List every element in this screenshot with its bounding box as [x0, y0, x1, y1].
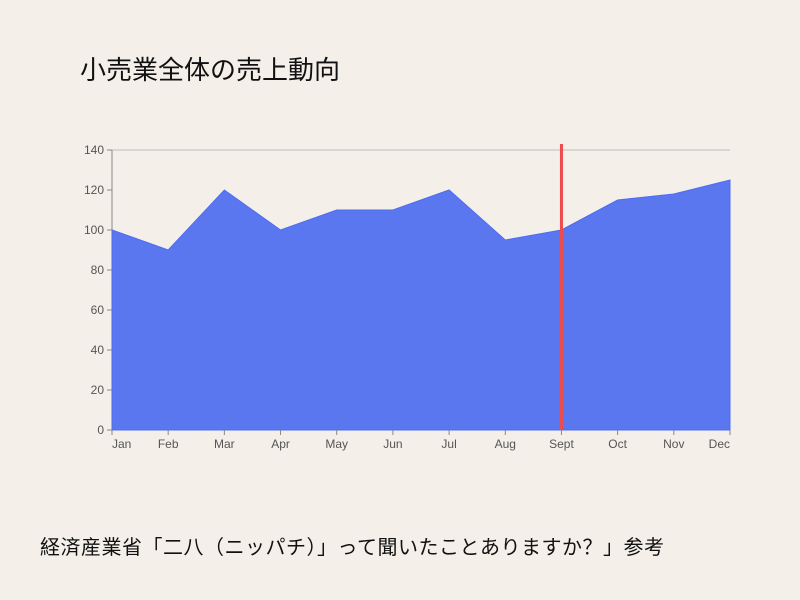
- sales-area-chart: 0 20 40 60 80 100 120 140 Jan Feb Mar Apr May Jun Jul A…: [70, 140, 740, 460]
- y-tick-label: 120: [84, 183, 104, 197]
- y-tick-label: 80: [91, 263, 105, 277]
- x-tick-label: Jul: [441, 437, 456, 451]
- x-tick-label: Apr: [271, 437, 290, 451]
- x-tick-label: Aug: [495, 437, 516, 451]
- x-tick-label: Jun: [383, 437, 402, 451]
- y-tick-label: 140: [84, 143, 104, 157]
- x-tick-label: Jan: [112, 437, 131, 451]
- source-footnote: 経済産業省「二八（ニッパチ）」って聞いたことありますか？」参考: [40, 531, 665, 560]
- x-tick-label: Nov: [663, 437, 684, 451]
- y-tick-label: 20: [91, 383, 105, 397]
- x-tick-label: Oct: [608, 437, 627, 451]
- y-tick-label: 40: [91, 343, 105, 357]
- x-tick-label: Mar: [214, 437, 235, 451]
- x-tick-label: Feb: [158, 437, 179, 451]
- y-tick-label: 100: [84, 223, 104, 237]
- x-tick-label: Sept: [549, 437, 574, 451]
- chart-title: 小売業全体の売上動向: [80, 50, 340, 87]
- x-tick-label: Dec: [709, 437, 730, 451]
- area-series: [112, 180, 730, 430]
- page: 小売業全体の売上動向 0 20 40 60 80 100 120 140 Jan Feb Mar Ap…: [0, 0, 800, 600]
- x-tick-label: May: [325, 437, 348, 451]
- y-tick-label: 60: [91, 303, 105, 317]
- y-tick-label: 0: [97, 423, 104, 437]
